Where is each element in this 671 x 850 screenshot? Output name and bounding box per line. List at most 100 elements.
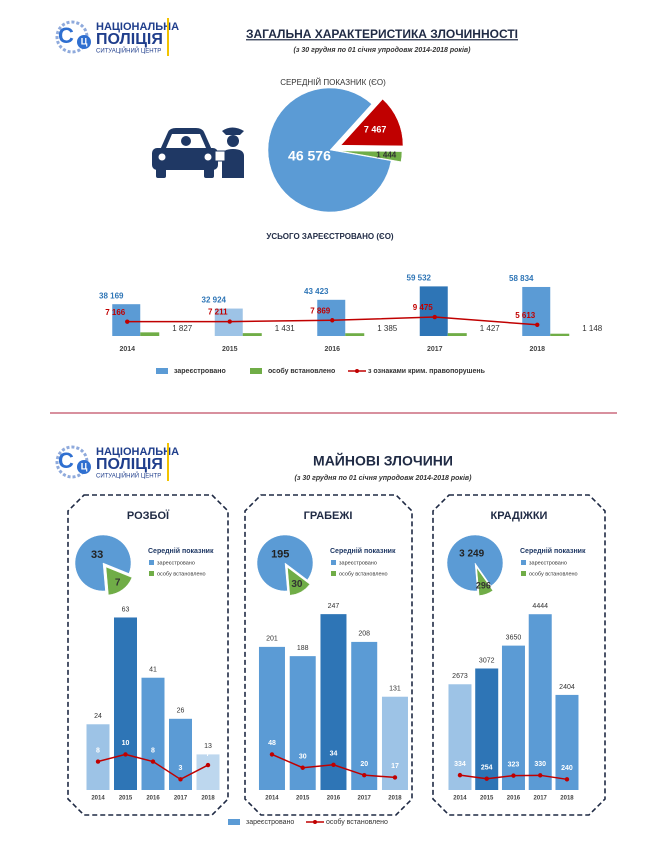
legend-label: особу встановлено <box>339 571 388 577</box>
logo-text: НАЦІОНАЛЬНА <box>96 21 179 33</box>
x-tick-label: 2017 <box>174 796 188 802</box>
police-icon <box>214 127 244 178</box>
value-label: 254 <box>481 765 493 772</box>
legend-label: зареєстровано <box>174 368 226 375</box>
legend-title: Середній показник <box>148 547 214 555</box>
car-wheel <box>156 166 166 178</box>
panel-frame <box>244 494 413 816</box>
value-label: 2404 <box>559 684 575 691</box>
pie-slice <box>267 87 392 213</box>
value-label: 38 169 <box>99 291 124 300</box>
police-notepad <box>214 150 226 162</box>
x-tick-label: 2016 <box>507 796 521 802</box>
car-driver <box>181 136 191 146</box>
pie-slice <box>105 566 133 596</box>
legend-label: особу встановлено <box>157 571 206 577</box>
line-marker <box>125 319 130 324</box>
value-label: 334 <box>454 761 466 768</box>
legend-swatch <box>331 560 336 565</box>
x-tick-label: 2015 <box>222 346 238 353</box>
value-label: 24 <box>94 713 102 720</box>
bar <box>528 614 552 790</box>
pie-slice <box>74 534 132 592</box>
pie-slice <box>339 150 403 162</box>
x-tick-label: 2014 <box>119 346 135 353</box>
line-marker <box>150 759 156 764</box>
slice-label: 30 <box>291 579 303 590</box>
line-marker <box>564 777 570 782</box>
line-marker <box>511 773 516 778</box>
line-marker <box>227 319 232 324</box>
value-label: 41 <box>149 667 157 674</box>
value-label: 1 148 <box>582 324 603 333</box>
value-label: 3650 <box>506 634 522 641</box>
legend-label: особу встановлено <box>529 571 578 577</box>
line-marker <box>538 773 543 778</box>
legend-label: зареєстровано <box>157 560 195 566</box>
value-label: 240 <box>561 765 573 772</box>
slice-label: 46 576 <box>288 148 331 164</box>
car-light <box>158 153 166 161</box>
value-label: 131 <box>389 686 401 693</box>
line-marker <box>392 775 398 780</box>
logo-mark: Ц <box>81 461 88 471</box>
bar <box>242 333 262 336</box>
value-label: 9 475 <box>413 303 434 312</box>
legend-swatch <box>149 560 154 565</box>
value-label: 1 431 <box>275 324 296 333</box>
x-tick-label: 2018 <box>388 796 402 802</box>
slice-label: 7 467 <box>364 125 387 135</box>
legend-label: з ознаками крим. правопорушень <box>368 368 486 375</box>
line-marker <box>484 776 489 781</box>
value-label: 8 <box>151 747 155 754</box>
line-marker <box>432 314 437 320</box>
slice-label: 33 <box>91 549 103 561</box>
pie-slice <box>256 534 314 592</box>
value-label: 7 <box>206 751 210 758</box>
panels <box>67 494 606 816</box>
logo-text: ПОЛІЦІЯ <box>96 456 163 473</box>
value-label: 63 <box>122 606 130 613</box>
line-marker <box>123 752 128 757</box>
value-label: 1 827 <box>172 324 193 333</box>
x-tick-label: 2015 <box>119 796 133 802</box>
pie-slice <box>340 98 404 147</box>
car-wheel <box>204 166 214 178</box>
value-label: 17 <box>391 763 399 770</box>
value-label: 32 924 <box>202 296 227 305</box>
value-label: 208 <box>358 631 370 638</box>
bar <box>86 724 110 790</box>
chart-title: РОЗБОЇ <box>127 509 170 522</box>
value-label: 201 <box>266 636 278 643</box>
value-label: 7 869 <box>310 306 331 315</box>
value-label: 34 <box>330 751 338 758</box>
police-body <box>222 149 244 178</box>
value-label: 58 834 <box>509 274 534 283</box>
legend-label: зареєстровано <box>529 560 567 566</box>
bar <box>447 333 467 336</box>
line-marker <box>95 759 101 764</box>
bar <box>501 645 525 790</box>
line-marker <box>330 318 335 323</box>
legend-swatch <box>521 571 526 576</box>
value-label: 13 <box>204 743 212 750</box>
value-label: 323 <box>508 761 520 768</box>
value-label: 2673 <box>452 673 468 680</box>
slice-label: 1 444 <box>376 150 397 159</box>
logo: С Ц НАЦІОНАЛЬНА ПОЛІЦІЯ СИТУАЦІЙНИЙ ЦЕНТ… <box>55 443 179 481</box>
value-label: 8 <box>96 747 100 754</box>
logo-mark: С <box>58 23 74 48</box>
slice-label: 296 <box>476 580 491 590</box>
x-tick-label: 2014 <box>453 796 467 802</box>
chart-title: СЕРЕДНІЙ ПОКАЗНИК (ЄО) <box>280 78 386 87</box>
page-title: ЗАГАЛЬНА ХАРАКТЕРИСТИКА ЗЛОЧИННОСТІ <box>246 27 518 41</box>
x-tick-label: 2016 <box>324 346 340 353</box>
line-marker <box>535 322 540 327</box>
value-label: 188 <box>297 645 309 652</box>
legend-swatch <box>228 819 240 825</box>
legend-label: особу встановлено <box>268 367 335 375</box>
value-label: 7 166 <box>105 308 126 317</box>
legend-swatch <box>250 368 262 374</box>
bar <box>140 332 160 336</box>
